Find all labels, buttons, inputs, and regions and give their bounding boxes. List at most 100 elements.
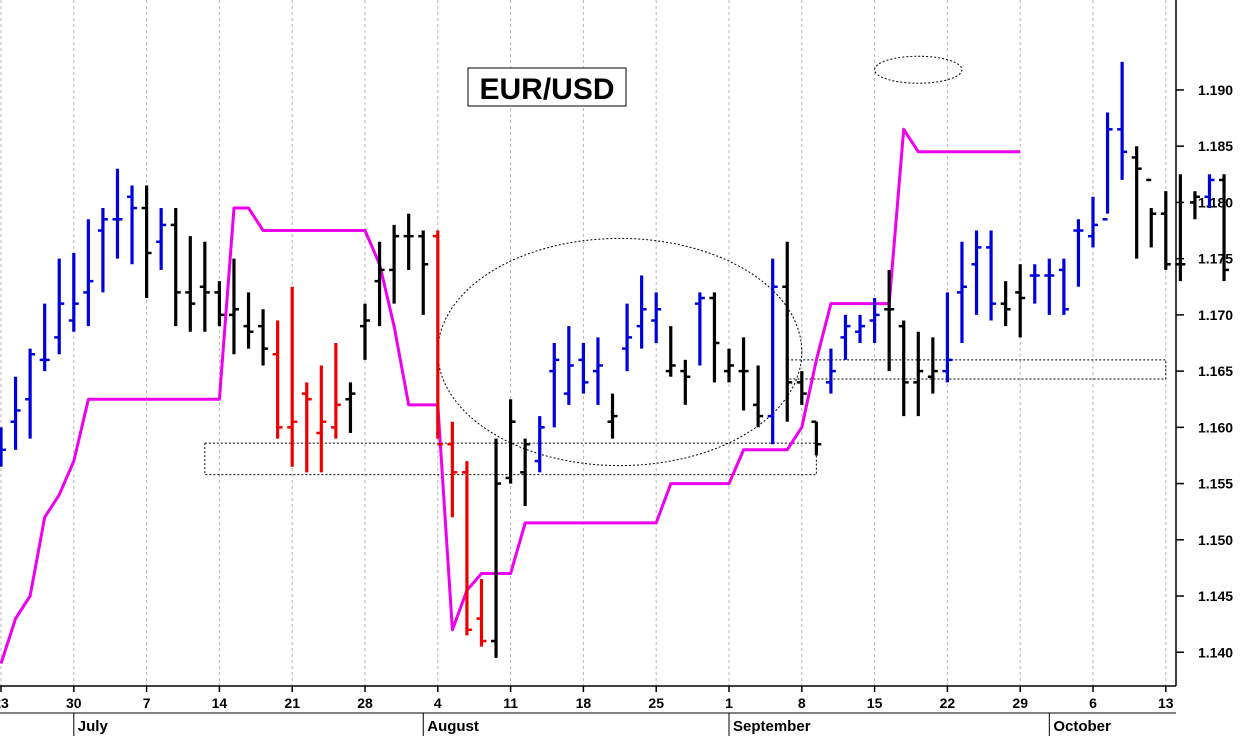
ohlc-bar-51: [738, 337, 749, 411]
y-tick-label-8: 1.180: [1198, 194, 1233, 210]
ohlc-bar-3: [39, 303, 50, 372]
ohlc-bar-45: [651, 292, 662, 343]
ohlc-bar-59: [855, 314, 866, 343]
y-tick-label-5: 1.165: [1198, 363, 1233, 379]
ohlc-bar-33: [476, 579, 487, 647]
x-tick-label-7: 11: [503, 695, 518, 711]
ohlc-bar-1: [10, 376, 21, 450]
x-tick-label-1: 30: [66, 695, 82, 711]
ohlc-bar-72: [1044, 258, 1055, 315]
ohlc-bars: [0, 61, 1230, 658]
x-tick-label-3: 14: [212, 695, 228, 711]
ohlc-bar-76: [1102, 112, 1113, 221]
x-tick-label-4: 21: [284, 695, 300, 711]
ohlc-bar-29: [418, 230, 429, 315]
x-tick-label-10: 1: [725, 695, 733, 711]
ohlc-bar-50: [724, 348, 734, 383]
ohlc-bar-10: [141, 185, 152, 299]
y-tick-label-1: 1.145: [1198, 588, 1233, 604]
ohlc-bar-2: [25, 348, 36, 439]
ohlc-bar-16: [228, 258, 239, 355]
ohlc-bar-80: [1160, 191, 1171, 270]
x-tick-label-9: 25: [648, 695, 664, 711]
ohlc-bar-25: [360, 303, 370, 360]
ohlc-bar-38: [549, 343, 560, 428]
ohlc-bar-20: [287, 286, 298, 467]
ohlc-bar-73: [1058, 258, 1069, 315]
ohlc-bar-74: [1073, 219, 1084, 287]
month-label-1: August: [427, 718, 479, 735]
ohlc-bar-11: [156, 208, 167, 270]
x-tick-label-16: 13: [1158, 695, 1174, 711]
ohlc-bar-75: [1088, 196, 1098, 248]
ohlc-bar-54: [782, 241, 793, 422]
ohlc-bar-67: [971, 230, 982, 315]
ohlc-bar-39: [563, 326, 574, 405]
ohlc-bar-42: [607, 393, 618, 439]
ohlc-bar-26: [374, 241, 385, 327]
ohlc-bar-47: [680, 359, 691, 405]
highlight-ellipse-3: [874, 55, 963, 84]
ohlc-bar-19: [272, 320, 283, 439]
x-tick-label-6: 4: [434, 695, 442, 711]
month-label-2: September: [733, 718, 811, 735]
ohlc-bar-57: [825, 348, 836, 394]
x-tick-label-2: 7: [143, 695, 151, 711]
ohlc-bar-66: [956, 241, 967, 343]
ohlc-bar-56: [811, 420, 822, 456]
x-tick-label-8: 18: [576, 695, 592, 711]
ohlc-bar-46: [665, 326, 676, 377]
x-tick-label-5: 28: [357, 695, 373, 711]
ohlc-bar-70: [1015, 264, 1026, 338]
ohlc-bar-60: [869, 298, 880, 343]
ohlc-bar-68: [986, 230, 997, 321]
y-tick-label-7: 1.175: [1198, 251, 1233, 267]
ohlc-bar-84: [1219, 174, 1230, 282]
ohlc-bar-8: [112, 168, 123, 259]
ohlc-bar-34: [491, 438, 502, 658]
ohlc-bar-22: [316, 365, 327, 473]
ohlc-bar-35: [505, 399, 516, 484]
y-tick-label-0: 1.140: [1198, 644, 1233, 660]
ohlc-bar-69: [1000, 281, 1011, 327]
ohlc-bar-5: [68, 253, 79, 332]
y-tick-label-4: 1.160: [1198, 419, 1233, 435]
x-tick-label-0: 23: [0, 695, 9, 711]
ohlc-bar-53: [767, 258, 778, 445]
ohlc-bar-15: [214, 281, 225, 327]
highlight-ellipse-2: [437, 237, 803, 467]
chart-title-box: EUR/USD: [467, 67, 627, 107]
y-tick-label-3: 1.155: [1198, 476, 1233, 492]
ohlc-bar-58: [840, 314, 851, 360]
ohlc-bar-23: [330, 343, 341, 439]
ohlc-bar-83: [1204, 174, 1215, 209]
indicator-line: [0, 127, 1021, 664]
ohlc-bar-65: [942, 292, 953, 383]
ohlc-bar-36: [520, 438, 531, 507]
ohlc-bar-28: [403, 213, 414, 270]
ohlc-bar-0: [0, 427, 6, 467]
ohlc-bar-79: [1146, 178, 1157, 248]
ohlc-bar-40: [578, 343, 589, 394]
ohlc-bar-9: [127, 185, 138, 265]
ohlc-bar-82: [1189, 191, 1200, 220]
ohlc-bar-55: [796, 371, 807, 405]
ohlc-bar-21: [301, 382, 312, 473]
y-axis: 1.140 1.145 1.150 1.155 1.160 1.165 1.170 1.175…: [1175, 0, 1233, 686]
x-tick-label-12: 15: [867, 695, 883, 711]
ohlc-bar-27: [389, 224, 400, 304]
ohlc-bar-77: [1117, 61, 1128, 180]
ohlc-bar-52: [753, 365, 764, 428]
ohlc-bar-18: [258, 309, 269, 366]
x-tick-label-13: 22: [940, 695, 956, 711]
ohlc-bar-17: [243, 292, 254, 349]
indicator-line-layer: [0, 127, 1021, 664]
x-tick-label-15: 6: [1089, 695, 1097, 711]
month-label-0: July: [78, 718, 109, 735]
chart-title: EUR/USD: [479, 73, 614, 106]
ohlc-bar-31: [447, 421, 458, 518]
ohlc-bar-44: [636, 275, 647, 349]
month-label-3: October: [1053, 718, 1111, 735]
